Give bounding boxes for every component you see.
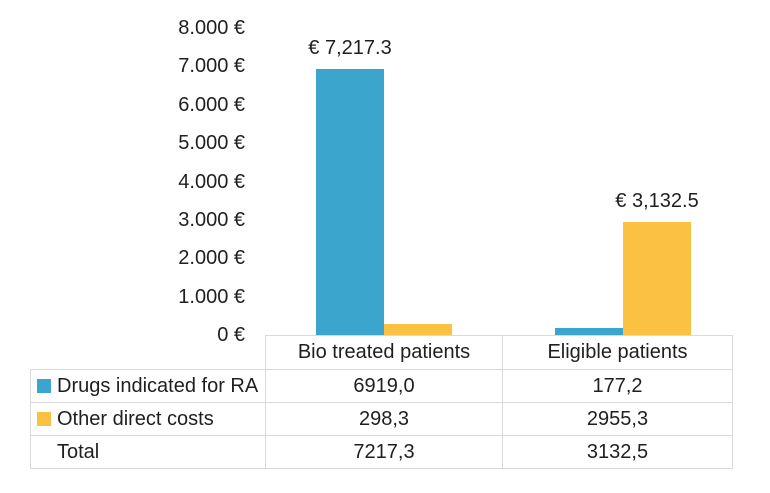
data-table: Bio treated patients Eligible patients D… [30, 335, 733, 469]
bar-series0-cat1 [555, 328, 623, 335]
y-axis-tick-label: 3.000 € [178, 208, 245, 231]
legend-label: Drugs indicated for RA [57, 374, 259, 397]
y-axis-tick-label: 4.000 € [178, 170, 245, 193]
column-header-eligible: Eligible patients [502, 335, 733, 370]
bar-data-label: € 7,217.3 [308, 37, 392, 60]
table-value: 177,2 [502, 370, 733, 403]
y-axis-tick-label: 7.000 € [178, 55, 245, 78]
y-axis-tick-label: 2.000 € [178, 247, 245, 270]
bar-series1-cat1 [623, 221, 691, 335]
y-axis-tick-label: 5.000 € [178, 132, 245, 155]
y-axis: 8.000 € 7.000 € 6.000 € 5.000 € 4.000 € 3.000… [0, 0, 245, 360]
table-value: 3132,5 [502, 436, 733, 469]
legend-row-drugs: Drugs indicated for RA [30, 370, 265, 403]
y-axis-tick-label: 0 € [217, 324, 245, 346]
total-row-label: Total [30, 436, 265, 469]
y-axis-tick-label: 6.000 € [178, 93, 245, 116]
legend-label: Total [57, 440, 100, 463]
y-axis-tick-label: 8.000 € [178, 17, 245, 39]
legend-swatch-other-icon [37, 412, 51, 426]
table-value: 7217,3 [265, 436, 502, 469]
legend-label: Other direct costs [57, 407, 214, 430]
table-value: 2955,3 [502, 403, 733, 436]
bar-data-label: € 3,132.5 [615, 189, 699, 212]
table-value: 298,3 [265, 403, 502, 436]
bar-series0-cat0 [316, 69, 384, 335]
table-corner-spacer [30, 335, 265, 370]
bar-series1-cat0 [384, 323, 452, 335]
legend-swatch-drugs-icon [37, 379, 51, 393]
table-value: 6919,0 [265, 370, 502, 403]
y-axis-tick-label: 1.000 € [178, 285, 245, 308]
legend-row-other-costs: Other direct costs [30, 403, 265, 436]
plot-area: € 7,217.3 € 3,132.5 [265, 28, 733, 335]
column-header-bio-treated: Bio treated patients [265, 335, 502, 370]
